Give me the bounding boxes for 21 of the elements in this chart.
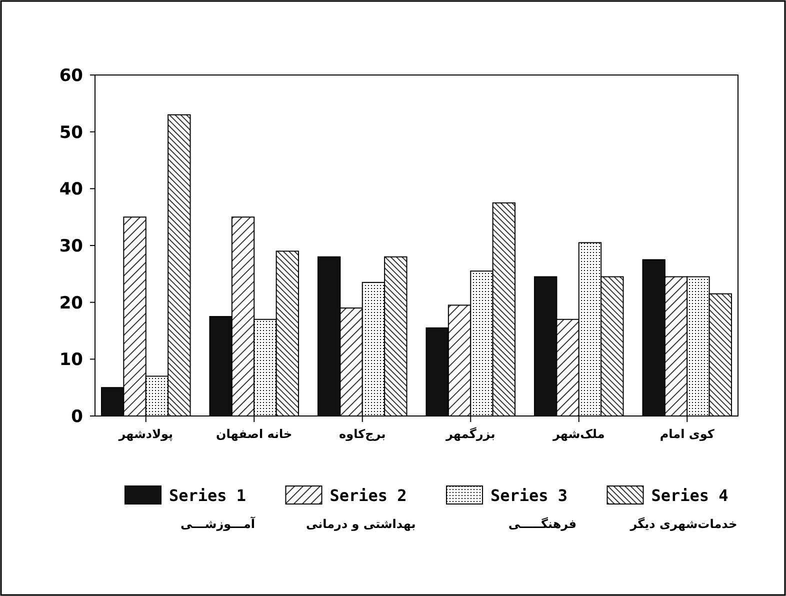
text: بهداشتی و درمانی (306, 517, 416, 531)
legend-label: Series 2 (330, 486, 407, 505)
legend-label: Series 1 (169, 486, 246, 505)
y-tick-label: 50 (59, 122, 84, 143)
text: خدمات‌شهری دیگر (629, 517, 738, 531)
y-tick-label: 10 (59, 350, 84, 370)
y-tick-label: 40 (59, 180, 84, 200)
text: آمـــوزشـــی (180, 516, 256, 531)
y-tick-label: 0 (71, 406, 84, 427)
y-tick-label: 60 (59, 66, 84, 86)
y-tick-label: 30 (59, 236, 84, 256)
x-tick-label: برج‌کاوه (339, 427, 386, 441)
x-tick-label: پولادشهر (118, 427, 174, 441)
x-tick-label: کوی امام (660, 427, 714, 441)
y-tick-label: 20 (59, 293, 84, 314)
x-tick-label: بزرگمهر (444, 427, 496, 441)
legend-label: Series 4 (651, 486, 728, 505)
x-tick-label: ملک‌شهر (552, 427, 605, 441)
text: فرهنگـــــی (508, 517, 576, 531)
legend-label: Series 3 (490, 486, 568, 505)
x-tick-label: خانه اصفهان (216, 427, 292, 441)
